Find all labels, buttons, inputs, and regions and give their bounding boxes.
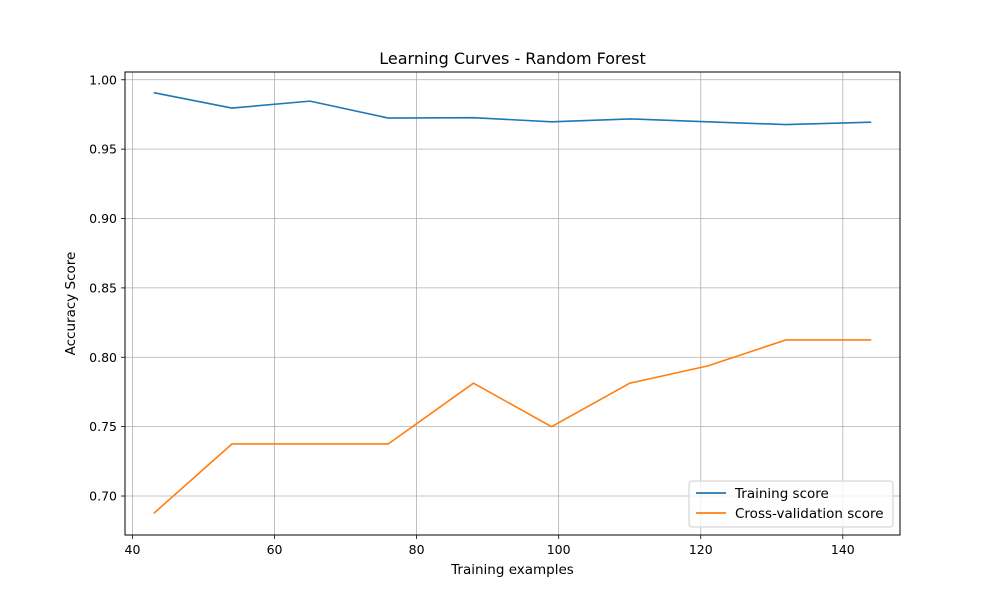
training-score-line [153, 91, 872, 126]
chart-title: Learning Curves - Random Forest [379, 49, 645, 68]
plot-frame [124, 71, 901, 536]
legend-box [688, 480, 894, 528]
y-tick-label: 0.85 [89, 280, 117, 295]
cross-validation-score-line [153, 339, 872, 514]
legend-label-cross-validation: Cross-validation score [735, 506, 884, 522]
x-tick-label: 80 [409, 542, 425, 557]
y-tick-label: 1.00 [89, 72, 117, 87]
series-lines [153, 91, 872, 514]
legend-label-training: Training score [734, 486, 829, 502]
x-tick-label: 100 [547, 542, 571, 557]
x-axis-ticks: 40 60 80 100 120 140 [125, 535, 855, 557]
x-tick-label: 140 [831, 542, 855, 557]
x-tick-label: 60 [267, 542, 283, 557]
y-axis-ticks: 0.70 0.75 0.80 0.85 0.90 0.95 1.00 [89, 72, 125, 504]
y-tick-label: 0.80 [89, 350, 117, 365]
legend: Training score Cross-validation score [688, 480, 894, 528]
x-tick-label: 40 [125, 542, 141, 557]
x-tick-label: 120 [689, 542, 713, 557]
y-tick-label: 0.70 [89, 489, 117, 504]
y-axis-title: Accuracy Score [63, 252, 79, 356]
y-tick-label: 0.75 [89, 419, 117, 434]
y-tick-label: 0.95 [89, 142, 117, 157]
x-axis-title: Training examples [450, 562, 574, 578]
y-tick-label: 0.90 [89, 211, 117, 226]
